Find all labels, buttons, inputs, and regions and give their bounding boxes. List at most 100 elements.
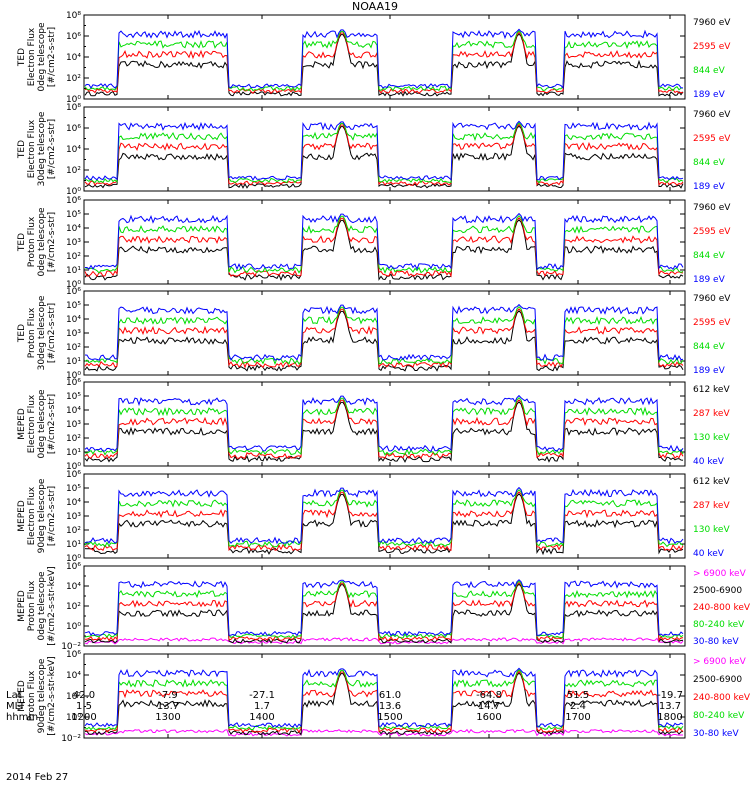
y-tick-label: 10²	[66, 166, 81, 176]
y-axis-label-line: 90deg telescope	[37, 478, 47, 553]
y-tick-label: 10³	[66, 420, 81, 430]
y-axis-label-line: MEPED	[17, 590, 27, 622]
series-line	[84, 217, 684, 278]
y-tick-label: 10⁰	[66, 713, 81, 723]
y-axis-label: MEPED Electron Flux 90deg telescope [#/cm2-…	[17, 478, 57, 553]
y-tick-label: 10⁴	[66, 671, 81, 681]
y-axis-label-line: [#/cm2-s-str]	[47, 303, 57, 363]
y-tick-label: 10⁴	[66, 224, 81, 234]
y-tick-label: 10⁴	[66, 406, 81, 416]
y-tick-label: 10⁻²	[61, 734, 81, 744]
hhmm-value: 1500	[377, 712, 403, 723]
y-axis-label-line: [#/cm2-s-str-keV]	[47, 656, 57, 735]
lat-value: 51.5	[566, 690, 590, 701]
legend-entry: 80-240 keV	[693, 620, 745, 630]
mlt-value: 1.7	[254, 701, 270, 712]
y-tick-label: 10²	[66, 526, 81, 536]
plot-frame	[83, 106, 686, 192]
hhmm-value: 1800	[657, 712, 683, 723]
series-line	[84, 306, 684, 366]
series-line	[84, 28, 684, 90]
y-tick-label: 10⁵	[66, 301, 81, 311]
y-axis-label-line: [#/cm2-s-str]	[47, 27, 57, 87]
legend-entry: 2595 eV	[693, 227, 731, 237]
legend-entry: 612 keV	[693, 477, 730, 487]
y-tick-label: 10⁶	[66, 378, 81, 388]
series-line	[84, 303, 684, 361]
plot-frame	[83, 290, 686, 376]
series-line	[84, 30, 684, 92]
series-line	[84, 219, 684, 282]
y-tick-label: 10⁴	[66, 53, 81, 63]
y-axis-label-line: Proton Flux	[27, 670, 37, 721]
legend-entry: 7960 eV	[693, 294, 731, 304]
series-line	[84, 670, 684, 734]
y-axis-label-line: TED	[17, 324, 27, 343]
series-line	[84, 33, 684, 97]
series-line	[84, 401, 684, 463]
series-line	[84, 394, 684, 452]
legend-entry: 844 eV	[693, 66, 726, 76]
legend-entry: 7960 eV	[693, 110, 731, 120]
plot-frame	[83, 473, 686, 559]
lat-value: 42.0	[72, 690, 96, 701]
y-tick-label: 10²	[66, 343, 81, 353]
series-line	[84, 308, 684, 369]
legend-entry: 7960 eV	[693, 18, 731, 28]
y-tick-label: 10³	[66, 238, 81, 248]
y-axis-label-line: Proton Flux	[27, 307, 37, 358]
hhmm-value: 1400	[249, 712, 275, 723]
mlt-label: MLT	[6, 701, 25, 712]
series-line	[84, 667, 684, 728]
x-axis-footer: Lat 42.0 -7.9 -27.1 61.0 -64.8 51.5 -19.…	[0, 690, 750, 800]
legend-entry: 2500-6900	[693, 586, 742, 596]
series-line	[84, 123, 684, 186]
y-tick-label: 10⁶	[66, 32, 81, 42]
y-tick-label: 10⁸	[66, 11, 81, 21]
y-axis-label-line: 90deg telescope	[37, 658, 47, 733]
hhmm-label: hhmm	[6, 712, 39, 723]
y-axis-label-line: 0deg telescope	[37, 207, 47, 277]
y-tick-label: 10³	[66, 329, 81, 339]
y-axis-label-line: Electron Flux	[27, 119, 37, 178]
legend-entry: 40 keV	[693, 549, 725, 559]
hhmm-value: 1200	[71, 712, 97, 723]
y-tick-label: 10²	[66, 252, 81, 262]
lat-value: 61.0	[378, 690, 402, 701]
y-axis-label-line: 0deg telescope	[37, 22, 47, 92]
legend-entry: 2595 eV	[693, 134, 731, 144]
y-tick-label: 10²	[66, 692, 81, 702]
series-line	[84, 583, 684, 644]
series-line	[84, 215, 684, 274]
mlt-value: 13.7	[156, 701, 180, 712]
legend-entry: 130 keV	[693, 525, 730, 535]
legend-entry: 287 keV	[693, 501, 730, 511]
series-line	[84, 582, 684, 642]
date-label: 2014 Feb 27	[6, 772, 69, 783]
legend-entry: 2595 eV	[693, 42, 731, 52]
series-line	[84, 489, 684, 548]
y-tick-label: 10²	[66, 434, 81, 444]
y-tick-label: 10⁶	[66, 287, 81, 297]
legend-entry: 80-240 keV	[693, 711, 745, 721]
y-tick-label: 10⁴	[66, 582, 81, 592]
y-axis-label-line: [#/cm2-s-str]	[47, 119, 57, 179]
legend-entry: 30-80 keV	[693, 637, 739, 647]
series-line	[84, 122, 684, 184]
legend-entry: 844 eV	[693, 158, 726, 168]
legend-entry: 189 eV	[693, 275, 726, 285]
series-line	[84, 397, 684, 456]
y-tick-label: 10⁰	[66, 554, 81, 564]
lat-value: -27.1	[249, 690, 275, 701]
plot-frame	[83, 565, 686, 647]
y-axis-label-line: MEPED	[17, 408, 27, 440]
y-axis-label-line: [#/cm2-s-str]	[47, 212, 57, 272]
series-line	[84, 669, 684, 731]
series-line	[84, 580, 684, 639]
y-tick-label: 10¹	[66, 540, 81, 550]
legend-entry: > 6900 keV	[693, 569, 747, 579]
legend-entry: 130 keV	[693, 433, 730, 443]
series-line	[84, 125, 684, 189]
y-tick-label: 10²	[66, 602, 81, 612]
